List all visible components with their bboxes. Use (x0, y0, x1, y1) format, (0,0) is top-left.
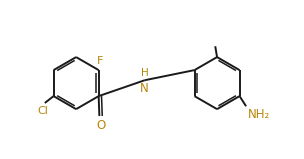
Text: N: N (140, 82, 149, 95)
Text: F: F (97, 56, 103, 66)
Text: Cl: Cl (38, 106, 48, 116)
Text: NH₂: NH₂ (247, 108, 270, 121)
Text: H: H (140, 68, 148, 78)
Text: O: O (96, 119, 105, 132)
